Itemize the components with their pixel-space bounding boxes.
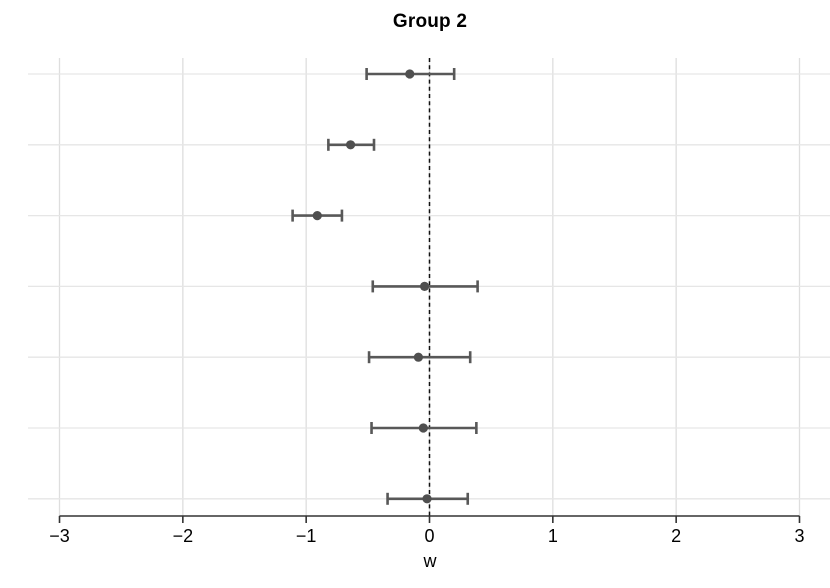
x-tick-label: 2 (671, 526, 681, 546)
data-point (413, 352, 424, 362)
x-tick-label: 1 (548, 526, 558, 546)
data-point (405, 69, 415, 79)
x-tick-label: 0 (424, 526, 434, 546)
x-axis-label: w (423, 551, 437, 571)
data-point (345, 140, 356, 150)
chart-title: Group 2 (392, 11, 468, 32)
data-point (418, 423, 428, 433)
x-tick-label: 3 (794, 526, 804, 546)
x-tick-label: −1 (296, 526, 317, 546)
x-tick-label: −2 (173, 526, 194, 546)
data-point (312, 211, 322, 221)
x-tick-label: −3 (49, 526, 70, 546)
data-point (419, 281, 430, 291)
data-point (422, 494, 432, 504)
